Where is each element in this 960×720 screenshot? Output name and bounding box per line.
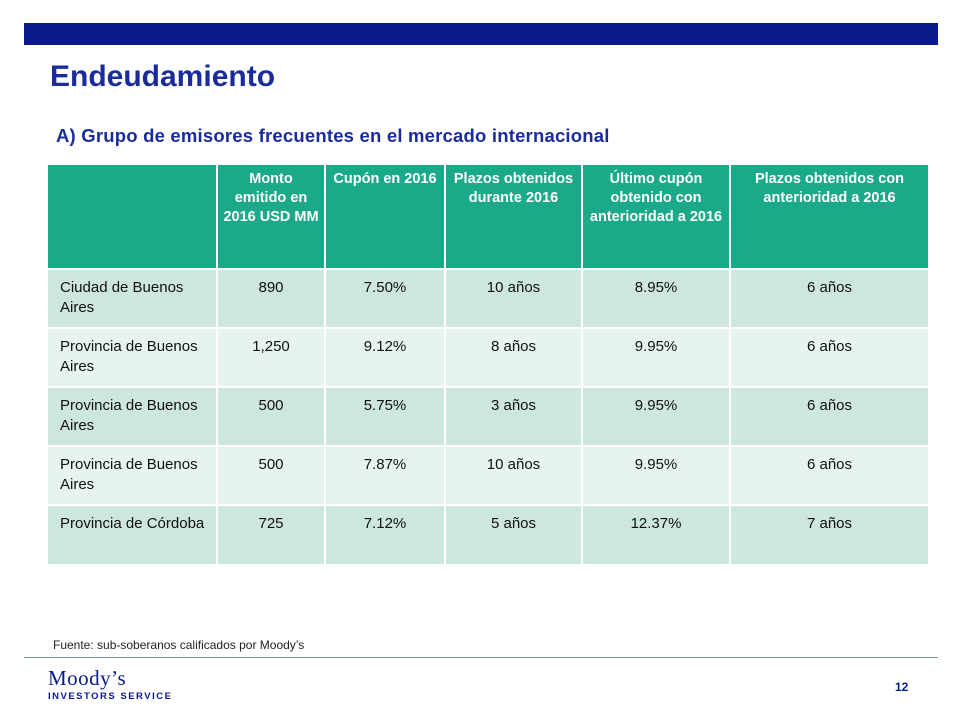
logo-wordmark: Moody’s <box>48 666 127 690</box>
logo-tagline: INVESTORS SERVICE <box>48 691 173 702</box>
header-cell-coupon: Cupón en 2016 <box>325 165 446 269</box>
last-coupon-cell: 9.95% <box>582 445 731 505</box>
moodys-logo: Moody’s INVESTORS SERVICE <box>48 666 173 703</box>
source-note: Fuente: sub-soberanos calificados por Mo… <box>53 638 305 652</box>
terms-cell: 8 años <box>445 327 583 387</box>
header-cell-last-coupon: Último cupón obtenido con anterioridad a… <box>582 165 731 269</box>
terms-cell: 10 años <box>445 268 583 328</box>
table-row: Provincia de Buenos Aires 1,250 9.12% 8 … <box>48 327 928 387</box>
section-subtitle: A) Grupo de emisores frecuentes en el me… <box>56 125 610 146</box>
footer-divider <box>24 657 938 658</box>
issuers-table: Monto emitido en 2016 USD MM Cupón en 20… <box>48 165 928 564</box>
amount-cell: 500 <box>217 445 326 505</box>
issuer-cell: Provincia de Buenos Aires <box>48 386 218 446</box>
last-coupon-cell: 9.95% <box>582 327 731 387</box>
previous-terms-cell: 6 años <box>730 327 928 387</box>
header-cell-issuer <box>48 165 218 269</box>
table-row: Provincia de Buenos Aires 500 5.75% 3 añ… <box>48 386 928 446</box>
previous-terms-cell: 7 años <box>730 504 928 564</box>
header-cell-terms: Plazos obtenidos durante 2016 <box>445 165 583 269</box>
issuer-cell: Provincia de Buenos Aires <box>48 445 218 505</box>
issuer-cell: Ciudad de Buenos Aires <box>48 268 218 328</box>
coupon-cell: 7.87% <box>325 445 446 505</box>
page-number: 12 <box>895 680 909 694</box>
coupon-cell: 9.12% <box>325 327 446 387</box>
header-cell-previous-terms: Plazos obtenidos con anterioridad a 2016 <box>730 165 928 269</box>
top-banner-bar <box>24 23 938 45</box>
previous-terms-cell: 6 años <box>730 445 928 505</box>
terms-cell: 10 años <box>445 445 583 505</box>
last-coupon-cell: 12.37% <box>582 504 731 564</box>
amount-cell: 890 <box>217 268 326 328</box>
previous-terms-cell: 6 años <box>730 386 928 446</box>
issuer-cell: Provincia de Córdoba <box>48 504 218 564</box>
last-coupon-cell: 9.95% <box>582 386 731 446</box>
issuer-cell: Provincia de Buenos Aires <box>48 327 218 387</box>
amount-cell: 1,250 <box>217 327 326 387</box>
table-row: Provincia de Buenos Aires 500 7.87% 10 a… <box>48 445 928 505</box>
page-title: Endeudamiento <box>50 60 276 93</box>
table-row: Provincia de Córdoba 725 7.12% 5 años 12… <box>48 504 928 564</box>
table-row: Ciudad de Buenos Aires 890 7.50% 10 años… <box>48 268 928 328</box>
coupon-cell: 5.75% <box>325 386 446 446</box>
amount-cell: 725 <box>217 504 326 564</box>
terms-cell: 3 años <box>445 386 583 446</box>
table-header-row: Monto emitido en 2016 USD MM Cupón en 20… <box>48 165 928 269</box>
amount-cell: 500 <box>217 386 326 446</box>
previous-terms-cell: 6 años <box>730 268 928 328</box>
coupon-cell: 7.12% <box>325 504 446 564</box>
coupon-cell: 7.50% <box>325 268 446 328</box>
last-coupon-cell: 8.95% <box>582 268 731 328</box>
header-cell-amount: Monto emitido en 2016 USD MM <box>217 165 326 269</box>
terms-cell: 5 años <box>445 504 583 564</box>
